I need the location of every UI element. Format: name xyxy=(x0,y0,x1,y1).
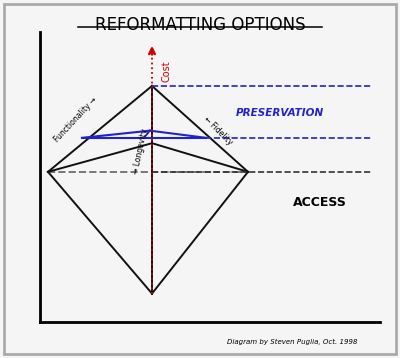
Text: ACCESS: ACCESS xyxy=(293,196,347,209)
Text: ← Fidelity: ← Fidelity xyxy=(202,115,234,147)
Text: Cost: Cost xyxy=(162,61,172,82)
Text: Diagram by Steven Puglia, Oct. 1998: Diagram by Steven Puglia, Oct. 1998 xyxy=(227,339,357,345)
Text: Functionality →: Functionality → xyxy=(53,96,99,144)
Text: REFORMATTING OPTIONS: REFORMATTING OPTIONS xyxy=(95,16,305,34)
Text: → Longevity: → Longevity xyxy=(132,127,150,175)
Text: PRESERVATION: PRESERVATION xyxy=(236,108,324,118)
